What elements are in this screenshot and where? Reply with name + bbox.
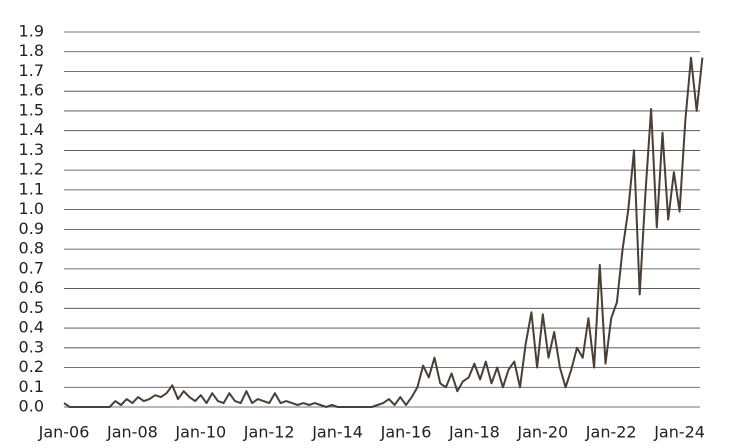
x-tick-label: Jan-18	[448, 423, 500, 442]
y-tick-label: 0.0	[19, 397, 44, 416]
y-tick-label: 1.6	[19, 81, 44, 100]
y-tick-label: 1.4	[19, 120, 44, 139]
y-tick-label: 0.7	[19, 258, 44, 277]
y-tick-label: 1.3	[19, 140, 44, 159]
y-tick-label: 0.6	[19, 278, 44, 297]
y-tick-label: 1.0	[19, 199, 44, 218]
x-tick-label: Jan-10	[174, 423, 226, 442]
y-tick-label: 1.8	[19, 41, 44, 60]
line-series	[63, 56, 704, 408]
y-tick-label: 0.9	[19, 219, 44, 238]
x-tick-label: Jan-22	[585, 423, 637, 442]
x-tick-label: Jan-12	[243, 423, 295, 442]
y-tick-label: 0.4	[19, 318, 44, 337]
y-tick-label: 1.5	[19, 100, 44, 119]
x-tick-label: Jan-08	[106, 423, 158, 442]
y-tick-label: 0.2	[19, 357, 44, 376]
y-tick-label: 1.2	[19, 160, 44, 179]
y-tick-label: 1.1	[19, 179, 44, 198]
y-tick-label: 0.5	[19, 298, 44, 317]
x-tick-label: Jan-16	[380, 423, 432, 442]
x-tick-label: Jan-14	[311, 423, 363, 442]
x-tick-label: Jan-24	[653, 423, 705, 442]
y-tick-label: 0.1	[19, 377, 44, 396]
y-tick-label: 1.7	[19, 61, 44, 80]
y-tick-label: 1.9	[19, 22, 44, 41]
x-tick-label: Jan-20	[516, 423, 568, 442]
y-tick-label: 0.8	[19, 239, 44, 258]
x-tick-label: Jan-06	[38, 423, 90, 442]
y-tick-label: 0.3	[19, 337, 44, 356]
